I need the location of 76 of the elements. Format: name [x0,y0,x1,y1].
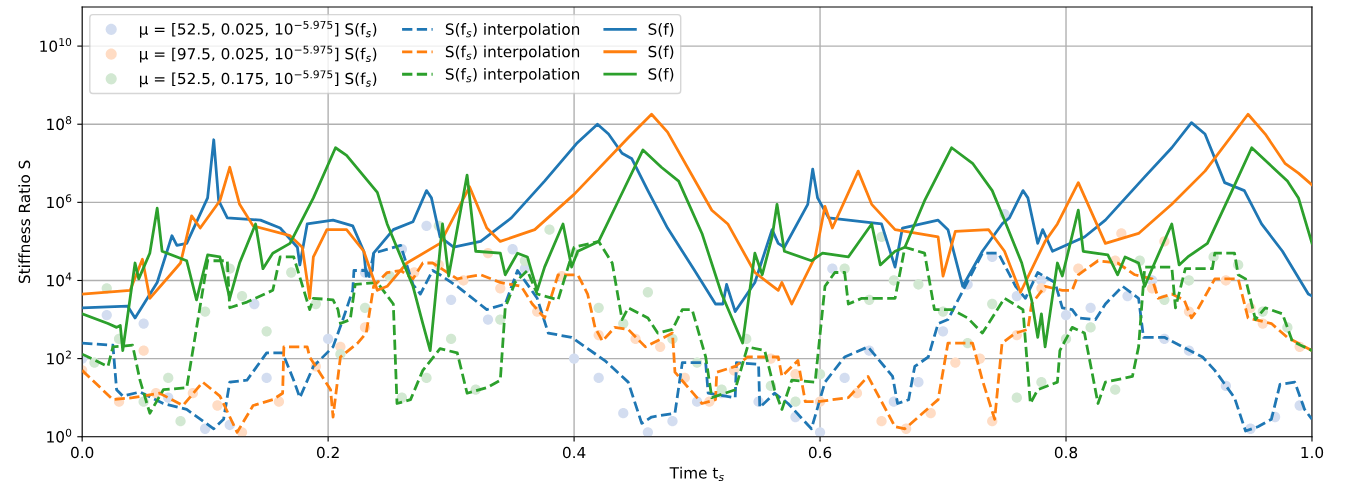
legend-label: S(f) [648,67,674,82]
point [642,427,654,437]
point [175,416,186,427]
point [482,314,494,325]
point [138,318,149,329]
point [1011,392,1022,403]
point [655,341,666,352]
x-tick-label: 0.4 [562,446,586,459]
point [876,416,887,427]
point [716,384,727,395]
point [913,279,924,290]
legend-label: S(f) [648,23,674,37]
point [593,302,604,313]
point [261,326,272,337]
point [236,290,248,302]
point [1122,290,1133,302]
point [1085,302,1096,313]
point [1085,322,1096,333]
point [200,306,211,317]
point [1060,309,1072,321]
point [593,372,604,384]
y-tick-label: 10$^{8}$ [47,116,72,131]
legend-label: μ = [97.5, 0.025, 10$^{−5.975}$] S(f$_{s}$) [139,45,377,63]
point [790,396,801,407]
point [1011,290,1022,302]
point [138,345,149,356]
point [913,376,924,388]
point [937,326,949,337]
point [249,298,260,310]
point [359,302,371,313]
point [507,244,518,255]
x-tick-label: 0.0 [71,446,94,459]
x-tick-label: 0.8 [1054,446,1078,459]
point [286,267,297,278]
point [273,396,285,407]
point [987,298,998,310]
y-tick-label: 10$^{4}$ [47,272,72,287]
point [950,357,961,368]
point [1110,384,1121,395]
point [163,372,174,384]
point [925,408,936,419]
point [544,224,555,235]
point [212,400,223,411]
x-tick-label: 1.0 [1301,446,1324,459]
point [568,353,580,364]
legend-label: S(f$_{s}$) interpolation [445,67,580,83]
x-tick-label: 0.6 [808,446,832,459]
point [322,333,334,345]
point [1036,376,1047,388]
x-axis-title: Time t$_{s}$ [669,466,724,482]
y-tick-label: 10$^{10}$ [40,37,72,52]
legend-label: μ = [52.5, 0.025, 10$^{−5.975}$] S(f$_{s}$) [139,20,377,38]
point [839,372,850,384]
y-tick-label: 10$^{2}$ [47,350,71,365]
point [200,423,211,434]
point [445,294,457,305]
point [495,314,506,325]
legend-label: S(f$_{s}$) interpolation [445,23,580,38]
point [101,309,112,321]
point [642,287,654,298]
point [421,372,432,384]
legend-label: S(f) [648,45,674,60]
point [421,220,432,232]
legend-label: μ = [52.5, 0.175, 10$^{−5.975}$] S(f$_{s}$) [139,70,377,88]
legend-label: S(f$_{s}$) interpolation [445,45,580,61]
x-tick-label: 0.2 [316,446,339,459]
point [495,283,506,294]
point [618,408,629,419]
point [814,427,826,437]
point [261,372,272,384]
point [667,416,678,427]
point [1183,275,1195,286]
y-tick-label: 10$^{0}$ [47,428,72,443]
y-tick-label: 10$^{6}$ [47,194,72,209]
y-axis-title: Stiffness Ratio S [18,160,31,284]
point [445,333,457,345]
